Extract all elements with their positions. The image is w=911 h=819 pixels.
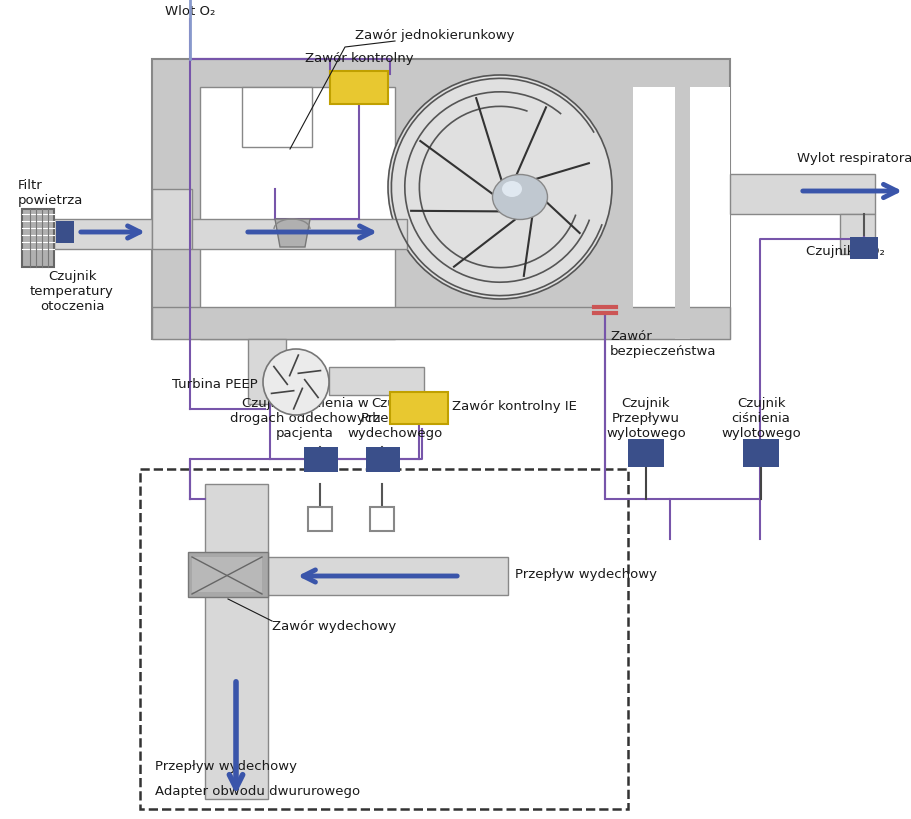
Bar — [152, 190, 192, 250]
Text: Zawór kontrolny: Zawór kontrolny — [304, 52, 414, 65]
Ellipse shape — [502, 182, 522, 197]
Text: Czujnik
Przepływu
wylotowego: Czujnik Przepływu wylotowego — [606, 396, 686, 440]
Text: Zawór
bezpieczeństwa: Zawór bezpieczeństwa — [610, 329, 716, 358]
Bar — [200, 88, 395, 340]
Bar — [743, 440, 779, 468]
Text: Czujnik FiO₂: Czujnik FiO₂ — [806, 245, 885, 258]
Bar — [54, 219, 152, 250]
Text: Czujnik
ciśnienia
wylotowego: Czujnik ciśnienia wylotowego — [722, 396, 801, 440]
Bar — [192, 219, 407, 250]
Text: Czujnik
Przepływu
wydechowego: Czujnik Przepływu wydechowego — [347, 396, 443, 440]
Bar — [304, 447, 338, 473]
Polygon shape — [275, 219, 310, 247]
Text: Zawór wydechowy: Zawór wydechowy — [272, 619, 396, 632]
Bar — [242, 88, 312, 147]
Bar — [840, 215, 875, 255]
Text: Przepływ wydechowy: Przepływ wydechowy — [515, 568, 657, 581]
Bar — [850, 238, 878, 260]
Text: Wylot respiratora: Wylot respiratora — [797, 152, 911, 165]
Bar — [330, 72, 388, 105]
Bar — [366, 447, 400, 473]
Text: Turbina PEEP: Turbina PEEP — [172, 378, 258, 391]
Bar — [152, 219, 250, 250]
Bar — [675, 88, 690, 340]
Bar — [628, 440, 664, 468]
Bar — [329, 368, 424, 396]
Bar — [192, 557, 262, 592]
Text: Czujnik
temperatury
otoczenia: Czujnik temperatury otoczenia — [30, 269, 114, 313]
Bar — [370, 508, 394, 532]
Circle shape — [263, 350, 329, 415]
Text: Wlot O₂: Wlot O₂ — [165, 5, 215, 18]
Bar — [152, 308, 730, 340]
Bar — [22, 210, 54, 268]
Bar — [730, 174, 875, 215]
Bar — [205, 484, 268, 799]
Bar — [268, 557, 508, 595]
Text: Adapter obwodu dwururowego: Adapter obwodu dwururowego — [155, 784, 360, 797]
Text: Zawór jednokierunkowy: Zawór jednokierunkowy — [355, 29, 515, 42]
Bar — [618, 88, 633, 340]
Ellipse shape — [493, 175, 548, 220]
Bar — [188, 552, 268, 597]
Bar — [308, 508, 332, 532]
Bar — [390, 392, 448, 424]
Bar — [152, 60, 730, 340]
Bar — [248, 340, 286, 405]
Text: Zawór kontrolny IE: Zawór kontrolny IE — [452, 400, 577, 413]
Circle shape — [388, 76, 612, 300]
Bar — [618, 88, 730, 340]
Bar — [56, 222, 74, 244]
Text: Czujnik ciśnienia w
drogach oddechowych
pacjenta: Czujnik ciśnienia w drogach oddechowych … — [230, 396, 380, 440]
Text: Filtr
powietrza: Filtr powietrza — [18, 179, 84, 206]
Text: Przepływ wydechowy: Przepływ wydechowy — [155, 759, 297, 772]
